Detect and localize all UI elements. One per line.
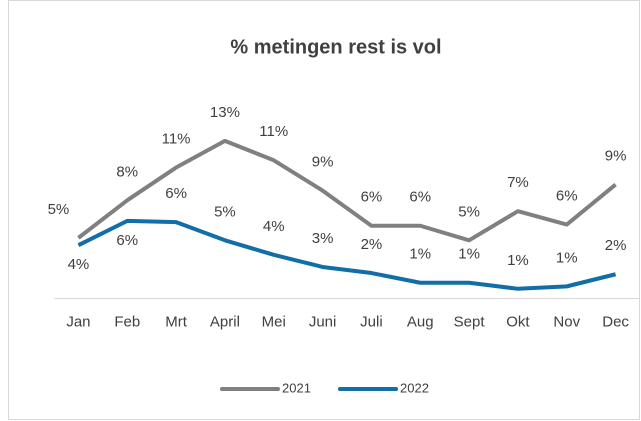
x-tick-label: Sept — [454, 313, 486, 330]
data-label: 6% — [409, 189, 431, 206]
data-label: 7% — [507, 174, 529, 191]
data-label: 9% — [312, 154, 334, 171]
data-label: 2% — [361, 236, 383, 253]
data-label: 9% — [605, 147, 627, 164]
x-tick-label: Okt — [506, 313, 530, 330]
data-label: 6% — [116, 232, 138, 249]
x-tick-label: Jan — [66, 313, 90, 330]
data-label: 1% — [556, 249, 578, 266]
x-tick-label: Feb — [114, 313, 140, 330]
legend-label: 2022 — [400, 380, 429, 395]
series-line — [77, 218, 617, 291]
data-label: 1% — [507, 252, 529, 269]
data-label: 6% — [165, 185, 187, 202]
data-label: 2% — [605, 237, 627, 254]
data-label: 5% — [458, 203, 480, 220]
x-tick-label: Aug — [407, 313, 434, 330]
x-tick-label: Dec — [602, 313, 629, 330]
data-label: 4% — [263, 218, 285, 235]
data-label: 11% — [162, 131, 191, 148]
data-label: 8% — [116, 163, 138, 180]
x-tick-label: Juni — [309, 313, 337, 330]
data-label: 13% — [210, 104, 240, 121]
data-label: 1% — [409, 246, 431, 263]
x-tick-label: April — [210, 313, 240, 330]
chart-frame — [8, 0, 640, 420]
data-label: 1% — [458, 246, 480, 263]
data-label: 6% — [556, 188, 578, 205]
x-tick-label: Juli — [360, 313, 383, 330]
data-label: 3% — [312, 230, 334, 247]
x-tick-label: Mrt — [165, 313, 187, 330]
x-tick-label: Mei — [262, 313, 286, 330]
x-tick-label: Nov — [553, 313, 580, 330]
chart-title: % metingen rest is vol — [230, 36, 441, 58]
data-label: 4% — [68, 256, 90, 273]
series-line — [77, 138, 617, 243]
data-label: 5% — [48, 201, 70, 218]
data-label: 5% — [214, 203, 236, 220]
data-label: 6% — [361, 189, 383, 206]
legend-label: 2021 — [282, 380, 311, 395]
data-label: 11% — [259, 123, 288, 140]
